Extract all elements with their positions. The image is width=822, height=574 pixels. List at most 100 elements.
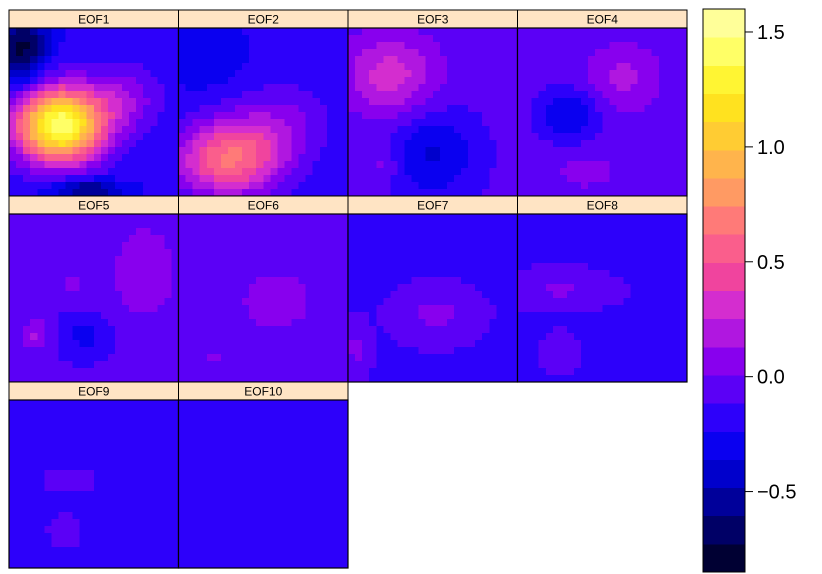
heatmap-cell: [362, 112, 370, 120]
heatmap-cell: [390, 77, 399, 85]
heatmap-cell: [122, 256, 130, 264]
heatmap-cell: [637, 175, 646, 183]
heatmap-cell: [390, 119, 399, 127]
heatmap-cell: [574, 175, 582, 183]
heatmap-cell: [439, 305, 448, 313]
heatmap-cell: [672, 168, 681, 176]
heatmap-cell: [213, 263, 222, 271]
heatmap-cell: [538, 256, 547, 264]
heatmap-cell: [566, 312, 575, 320]
heatmap-cell: [284, 42, 293, 50]
heatmap-cell: [588, 228, 596, 236]
heatmap-cell: [425, 189, 434, 197]
heatmap-cell: [235, 42, 243, 50]
heatmap-cell: [107, 375, 116, 383]
heatmap-cell: [79, 491, 88, 499]
heatmap-cell: [256, 98, 264, 106]
heatmap-cell: [150, 435, 158, 443]
heatmap-cell: [178, 235, 187, 243]
heatmap-cell: [362, 347, 370, 355]
heatmap-cell: [595, 161, 603, 169]
heatmap-cell: [270, 228, 278, 236]
heatmap-cell: [157, 161, 165, 169]
heatmap-cell: [242, 214, 250, 222]
heatmap-cell: [552, 228, 561, 236]
heatmap-cell: [65, 312, 74, 320]
heatmap-cell: [453, 291, 462, 299]
heatmap-cell: [114, 70, 123, 78]
heatmap-cell: [418, 56, 427, 64]
heatmap-cell: [192, 63, 201, 71]
heatmap-cell: [538, 333, 547, 341]
heatmap-cell: [566, 154, 575, 162]
heatmap-cell: [616, 105, 625, 113]
heatmap-cell: [157, 312, 165, 320]
heatmap-cell: [651, 298, 660, 306]
heatmap-cell: [559, 56, 568, 64]
heatmap-cell: [446, 270, 455, 278]
heatmap-cell: [185, 340, 194, 348]
heatmap-cell: [369, 175, 377, 183]
heatmap-cell: [270, 105, 278, 113]
heatmap-cell: [390, 312, 399, 320]
heatmap-cell: [503, 98, 512, 106]
heatmap-cell: [503, 312, 512, 320]
heatmap-cell: [510, 133, 519, 141]
heatmap-cell: [242, 63, 250, 71]
heatmap-cell: [489, 77, 497, 85]
heatmap-cell: [566, 147, 575, 155]
heatmap-cell: [312, 249, 321, 257]
heatmap-cell: [37, 228, 45, 236]
heatmap-cell: [65, 112, 74, 120]
heatmap-cell: [383, 326, 391, 334]
heatmap-cell: [171, 35, 180, 43]
heatmap-cell: [58, 414, 67, 422]
heatmap-cell: [114, 470, 123, 478]
heatmap-cell: [362, 340, 370, 348]
heatmap-cell: [150, 84, 158, 92]
heatmap-cell: [355, 221, 363, 229]
heatmap-cell: [397, 256, 406, 264]
heatmap-cell: [369, 63, 377, 71]
heatmap-cell: [86, 277, 95, 285]
heatmap-cell: [30, 319, 38, 327]
heatmap-cell: [411, 84, 420, 92]
heatmap-cell: [72, 147, 81, 155]
heatmap-cell: [284, 263, 293, 271]
heatmap-cell: [185, 214, 194, 222]
heatmap-cell: [397, 319, 406, 327]
heatmap-cell: [397, 70, 406, 78]
heatmap-cell: [227, 154, 236, 162]
heatmap-cell: [538, 284, 547, 292]
heatmap-cell: [277, 242, 286, 250]
heatmap-cell: [616, 270, 625, 278]
heatmap-cell: [355, 354, 363, 362]
heatmap-cell: [397, 49, 406, 57]
heatmap-cell: [595, 340, 603, 348]
heatmap-cell: [503, 333, 512, 341]
heatmap-cell: [143, 126, 151, 134]
heatmap-cell: [65, 298, 74, 306]
heatmap-cell: [44, 347, 52, 355]
heatmap-cell: [390, 326, 399, 334]
heatmap-cell: [581, 256, 589, 264]
heatmap-cell: [468, 319, 476, 327]
heatmap-cell: [404, 133, 413, 141]
heatmap-cell: [496, 175, 504, 183]
heatmap-cell: [326, 326, 335, 334]
heatmap-cell: [552, 326, 561, 334]
heatmap-cell: [326, 312, 335, 320]
heatmap-cell: [439, 168, 448, 176]
heatmap-cell: [390, 91, 399, 99]
heatmap-cell: [602, 361, 610, 369]
heatmap-cell: [665, 175, 674, 183]
heatmap-cell: [270, 305, 278, 313]
heatmap-cell: [143, 400, 151, 408]
heatmap-cell: [122, 140, 130, 148]
heatmap-cell: [510, 126, 519, 134]
heatmap-cell: [672, 70, 681, 78]
heatmap-cell: [623, 35, 632, 43]
heatmap-cell: [312, 28, 321, 36]
heatmap-cell: [432, 298, 441, 306]
heatmap-cell: [630, 375, 639, 383]
